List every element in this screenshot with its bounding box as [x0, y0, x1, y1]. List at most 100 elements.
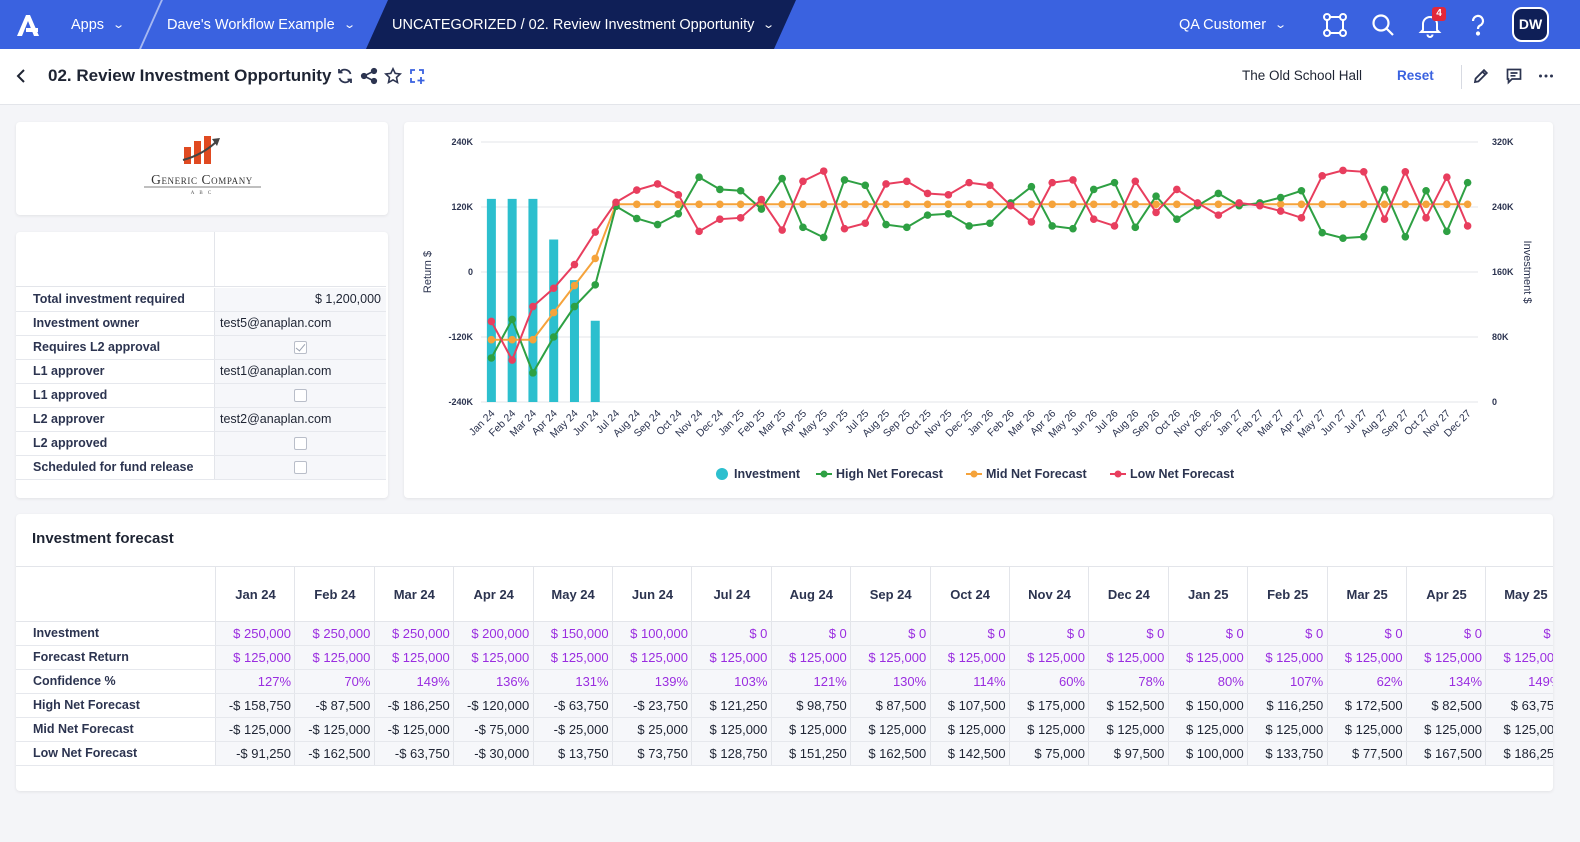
table-cell[interactable]: 114%: [929, 670, 1010, 693]
table-cell[interactable]: $ 100,000: [1167, 742, 1248, 765]
table-cell[interactable]: $ 125,000: [453, 646, 534, 669]
table-cell[interactable]: -$ 120,000: [453, 694, 534, 717]
table-cell[interactable]: $ 133,750: [1247, 742, 1328, 765]
table-cell[interactable]: 149%: [373, 670, 454, 693]
table-cell[interactable]: -$ 63,750: [532, 694, 613, 717]
table-cell[interactable]: $ 63,750: [1485, 694, 1553, 717]
table-cell[interactable]: $ 125,000: [850, 718, 931, 741]
table-cell[interactable]: -$ 125,000: [215, 718, 295, 741]
table-cell[interactable]: $ 125,000: [612, 646, 692, 669]
table-cell[interactable]: $ 13,750: [532, 742, 613, 765]
comments-icon[interactable]: [1505, 67, 1523, 85]
table-cell[interactable]: 131%: [532, 670, 613, 693]
table-cell[interactable]: $ 125,000: [1406, 646, 1486, 669]
table-cell[interactable]: $ 100,000: [612, 622, 692, 645]
table-cell[interactable]: $ 125,000: [1009, 646, 1089, 669]
table-cell[interactable]: -$ 87,500: [294, 694, 375, 717]
table-cell[interactable]: $ 128,750: [691, 742, 772, 765]
back-arrow-icon[interactable]: [14, 67, 28, 85]
table-cell[interactable]: $ 75,000: [1009, 742, 1089, 765]
table-cell[interactable]: $ 250,000: [373, 622, 454, 645]
table-cell[interactable]: $ 87,500: [850, 694, 931, 717]
edit-pencil-icon[interactable]: [1472, 67, 1490, 85]
table-cell[interactable]: $ 116,250: [1247, 694, 1328, 717]
table-cell[interactable]: -$ 75,000: [453, 718, 534, 741]
anaplan-logo-icon[interactable]: [14, 11, 42, 39]
table-cell[interactable]: $ 125,000: [1088, 718, 1169, 741]
table-cell[interactable]: $ 125,000: [850, 646, 931, 669]
apps-menu[interactable]: Apps ⌄: [71, 0, 125, 49]
table-cell[interactable]: $ 98,750: [770, 694, 851, 717]
table-cell[interactable]: $ 125,000: [294, 646, 375, 669]
star-icon[interactable]: [384, 67, 402, 85]
workflow-hub-icon[interactable]: [1322, 12, 1348, 38]
table-cell[interactable]: $ 125,000: [770, 646, 851, 669]
table-cell[interactable]: $ 186,250: [1485, 742, 1553, 765]
table-cell[interactable]: $ 125,000: [532, 646, 613, 669]
table-cell[interactable]: $ 0: [1485, 622, 1553, 645]
table-cell[interactable]: $ 125,000: [1406, 718, 1486, 741]
table-cell[interactable]: $ 142,500: [929, 742, 1010, 765]
table-cell[interactable]: 139%: [612, 670, 692, 693]
table-cell[interactable]: $ 125,000: [770, 718, 851, 741]
table-cell[interactable]: $ 162,500: [850, 742, 931, 765]
table-cell[interactable]: $ 0: [1009, 622, 1089, 645]
table-cell[interactable]: $ 121,250: [691, 694, 772, 717]
table-cell[interactable]: 60%: [1009, 670, 1089, 693]
page-path-menu[interactable]: UNCATEGORIZED / 02. Review Investment Op…: [392, 0, 775, 49]
table-cell[interactable]: $ 82,500: [1406, 694, 1486, 717]
search-icon[interactable]: [1370, 12, 1396, 38]
table-cell[interactable]: $ 150,000: [1167, 694, 1248, 717]
table-cell[interactable]: -$ 91,250: [215, 742, 295, 765]
share-icon[interactable]: [360, 67, 378, 85]
table-cell[interactable]: $ 107,500: [929, 694, 1010, 717]
table-cell[interactable]: $ 0: [770, 622, 851, 645]
table-cell[interactable]: $ 77,500: [1326, 742, 1407, 765]
add-to-page-icon[interactable]: [408, 67, 426, 85]
table-cell[interactable]: $ 200,000: [453, 622, 534, 645]
table-cell[interactable]: $ 125,000: [1167, 646, 1248, 669]
table-cell[interactable]: 103%: [691, 670, 772, 693]
details-row-value[interactable]: test2@anaplan.com: [215, 408, 386, 431]
table-cell[interactable]: -$ 63,750: [373, 742, 454, 765]
table-cell[interactable]: -$ 125,000: [373, 718, 454, 741]
table-cell[interactable]: $ 0: [929, 622, 1010, 645]
table-cell[interactable]: 130%: [850, 670, 931, 693]
table-cell[interactable]: $ 0: [1247, 622, 1328, 645]
table-cell[interactable]: $ 125,000: [1485, 646, 1553, 669]
table-cell[interactable]: $ 152,500: [1088, 694, 1169, 717]
table-cell[interactable]: $ 25,000: [612, 718, 692, 741]
checkbox[interactable]: [294, 461, 307, 474]
table-cell[interactable]: -$ 23,750: [612, 694, 692, 717]
customer-menu[interactable]: QA Customer ⌄: [1179, 0, 1287, 49]
table-cell[interactable]: $ 125,000: [691, 646, 772, 669]
details-row-value[interactable]: test5@anaplan.com: [215, 312, 386, 335]
table-cell[interactable]: $ 150,000: [532, 622, 613, 645]
table-cell[interactable]: $ 73,750: [612, 742, 692, 765]
table-cell[interactable]: $ 125,000: [1009, 718, 1089, 741]
table-cell[interactable]: -$ 158,750: [215, 694, 295, 717]
table-cell[interactable]: $ 125,000: [929, 646, 1010, 669]
checkbox[interactable]: [294, 437, 307, 450]
table-cell[interactable]: $ 0: [691, 622, 772, 645]
reset-button[interactable]: Reset: [1397, 68, 1434, 83]
table-cell[interactable]: 107%: [1247, 670, 1328, 693]
checkbox[interactable]: [294, 389, 307, 402]
table-cell[interactable]: $ 125,000: [1167, 718, 1248, 741]
table-cell[interactable]: -$ 125,000: [294, 718, 375, 741]
table-cell[interactable]: $ 0: [850, 622, 931, 645]
table-cell[interactable]: $ 250,000: [215, 622, 295, 645]
table-cell[interactable]: $ 175,000: [1009, 694, 1089, 717]
table-cell[interactable]: 80%: [1167, 670, 1248, 693]
table-cell[interactable]: 136%: [453, 670, 534, 693]
checkbox[interactable]: [294, 341, 307, 354]
table-cell[interactable]: $ 0: [1406, 622, 1486, 645]
table-cell[interactable]: $ 172,500: [1326, 694, 1407, 717]
table-cell[interactable]: $ 0: [1167, 622, 1248, 645]
table-cell[interactable]: 70%: [294, 670, 375, 693]
table-cell[interactable]: $ 151,250: [770, 742, 851, 765]
table-cell[interactable]: 78%: [1088, 670, 1169, 693]
table-cell[interactable]: 121%: [770, 670, 851, 693]
table-cell[interactable]: $ 125,000: [215, 646, 295, 669]
table-cell[interactable]: $ 125,000: [929, 718, 1010, 741]
